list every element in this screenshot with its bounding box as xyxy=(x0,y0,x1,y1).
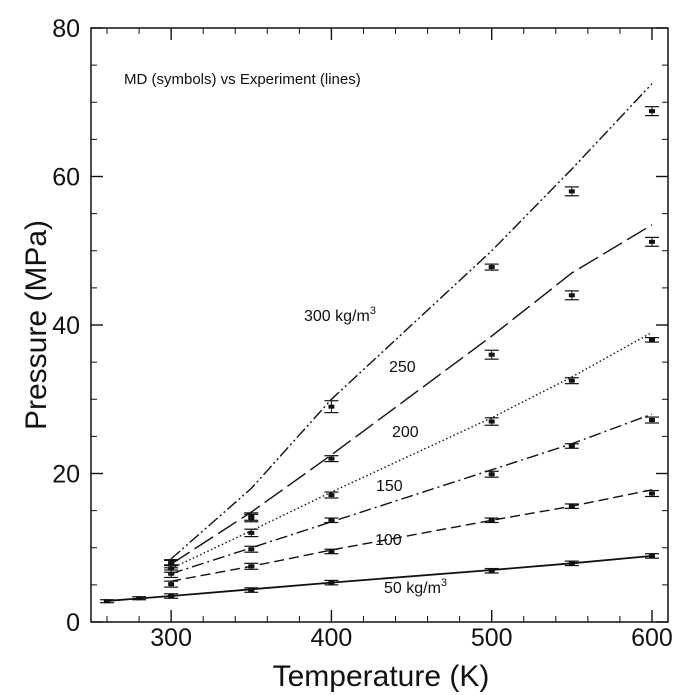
x-tick-labels: 300 400 500 600 xyxy=(150,624,673,652)
y-axis-title: Pressure (MPa) xyxy=(20,220,53,430)
md-point xyxy=(164,559,179,567)
md-point xyxy=(564,186,579,197)
major-ticks xyxy=(91,27,668,623)
minor-ticks xyxy=(91,28,668,622)
experiment-line-series-1 xyxy=(170,489,653,582)
y-tick-label: 80 xyxy=(52,15,80,43)
y-tick-label: 20 xyxy=(52,461,80,489)
series-label-150: 150 xyxy=(376,478,403,495)
md-point xyxy=(644,553,659,559)
series-label-200: 200 xyxy=(392,424,419,441)
md-point xyxy=(484,349,499,360)
md-point xyxy=(324,455,339,463)
md-point xyxy=(644,337,659,343)
experiment-line-series-5 xyxy=(170,83,653,560)
md-point xyxy=(244,587,259,593)
md-point xyxy=(324,579,339,586)
md-point xyxy=(164,593,179,599)
md-point xyxy=(324,491,339,499)
experiment-line-series-2 xyxy=(170,413,653,575)
md-point xyxy=(244,513,259,523)
md-point xyxy=(644,236,659,247)
md-point xyxy=(564,290,579,301)
experiment-line-series-4 xyxy=(170,224,653,565)
md-point xyxy=(644,416,659,424)
md-point xyxy=(324,548,339,555)
md-point xyxy=(244,562,259,570)
md-point xyxy=(324,517,339,524)
md-markers xyxy=(100,106,659,604)
md-point xyxy=(484,417,499,426)
md-point xyxy=(244,528,259,538)
y-tick-label: 60 xyxy=(52,164,80,192)
series-lines xyxy=(103,83,653,603)
x-tick-label: 500 xyxy=(471,624,513,652)
series-label-50: 50 kg/m3 xyxy=(384,577,447,597)
y-tick-label: 40 xyxy=(52,312,80,340)
md-point xyxy=(484,470,499,478)
md-point xyxy=(644,489,659,498)
series-label-100: 100 xyxy=(375,532,402,549)
md-point xyxy=(564,377,579,385)
md-point xyxy=(132,596,147,601)
series-label-250: 250 xyxy=(389,359,416,376)
series-label-300: 300 kg/m3 xyxy=(304,305,376,325)
y-tick-labels: 0 20 40 60 80 xyxy=(52,15,80,637)
md-point xyxy=(244,545,259,553)
x-tick-label: 600 xyxy=(631,624,673,652)
md-point xyxy=(484,263,499,271)
md-point xyxy=(164,580,179,588)
x-tick-label: 400 xyxy=(311,624,353,652)
x-tick-label: 300 xyxy=(150,624,192,652)
y-tick-label: 0 xyxy=(66,609,80,637)
md-point xyxy=(484,567,499,574)
chart-title: MD (symbols) vs Experiment (lines) xyxy=(124,71,361,88)
md-point xyxy=(100,599,115,604)
md-point xyxy=(564,503,579,509)
x-axis-title: Temperature (K) xyxy=(273,660,490,693)
md-point xyxy=(324,400,339,414)
md-point xyxy=(484,517,499,524)
md-point xyxy=(644,106,659,117)
md-point xyxy=(564,443,579,449)
md-point xyxy=(564,560,579,567)
